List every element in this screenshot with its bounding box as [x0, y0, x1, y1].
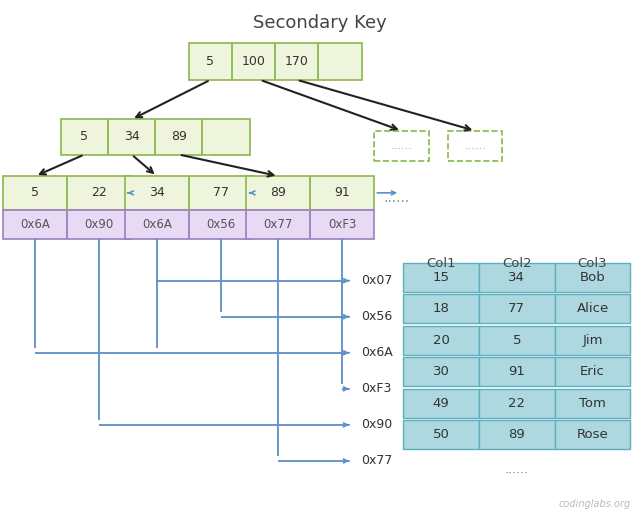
Text: Bob: Bob	[580, 271, 605, 284]
FancyBboxPatch shape	[246, 176, 374, 210]
Text: 30: 30	[433, 365, 449, 378]
FancyBboxPatch shape	[555, 263, 630, 291]
Text: ......: ......	[383, 191, 410, 205]
Text: 0x90: 0x90	[362, 418, 393, 432]
Text: 0xF3: 0xF3	[362, 382, 392, 396]
Text: Col1: Col1	[426, 257, 456, 270]
Text: 5: 5	[81, 130, 88, 144]
Text: 49: 49	[433, 397, 449, 409]
Text: Eric: Eric	[580, 365, 605, 378]
FancyBboxPatch shape	[479, 420, 555, 449]
FancyBboxPatch shape	[374, 131, 429, 161]
Text: 0x77: 0x77	[362, 454, 393, 468]
Text: 34: 34	[124, 130, 140, 144]
FancyBboxPatch shape	[403, 294, 479, 323]
Text: 50: 50	[433, 428, 449, 441]
Text: 22: 22	[92, 186, 107, 199]
Text: 34: 34	[149, 186, 164, 199]
FancyBboxPatch shape	[403, 420, 479, 449]
Text: ......: ......	[505, 463, 529, 476]
FancyBboxPatch shape	[555, 294, 630, 323]
Text: 89: 89	[508, 428, 525, 441]
FancyBboxPatch shape	[479, 357, 555, 386]
Text: 0x56: 0x56	[362, 310, 393, 323]
Text: Tom: Tom	[579, 397, 606, 409]
FancyBboxPatch shape	[403, 357, 479, 386]
Text: 5: 5	[206, 55, 214, 68]
FancyBboxPatch shape	[125, 176, 253, 210]
Text: 0x6A: 0x6A	[362, 346, 394, 359]
Text: Alice: Alice	[577, 302, 609, 315]
FancyBboxPatch shape	[125, 210, 253, 239]
FancyBboxPatch shape	[403, 325, 479, 355]
Text: ......: ......	[465, 141, 486, 151]
FancyBboxPatch shape	[555, 325, 630, 355]
Text: 0x07: 0x07	[362, 274, 393, 287]
Text: 15: 15	[433, 271, 449, 284]
Text: 5: 5	[31, 186, 39, 199]
Text: 18: 18	[433, 302, 449, 315]
Text: 77: 77	[212, 186, 229, 199]
FancyBboxPatch shape	[555, 357, 630, 386]
Text: 0x77: 0x77	[264, 218, 293, 231]
Text: 0x6A: 0x6A	[142, 218, 172, 231]
FancyBboxPatch shape	[555, 420, 630, 449]
Text: 91: 91	[335, 186, 350, 199]
FancyBboxPatch shape	[3, 176, 131, 210]
Text: 170: 170	[285, 55, 308, 68]
FancyBboxPatch shape	[3, 210, 131, 239]
Text: 91: 91	[508, 365, 525, 378]
FancyBboxPatch shape	[403, 389, 479, 418]
Text: 0x56: 0x56	[206, 218, 236, 231]
FancyBboxPatch shape	[403, 263, 479, 291]
Text: codinglabs.org: codinglabs.org	[558, 499, 630, 509]
Text: Jim: Jim	[582, 334, 603, 347]
Text: Secondary Key: Secondary Key	[253, 14, 387, 32]
FancyBboxPatch shape	[479, 325, 555, 355]
Text: 100: 100	[242, 55, 266, 68]
Text: 0xF3: 0xF3	[328, 218, 356, 231]
Text: 89: 89	[271, 186, 286, 199]
FancyBboxPatch shape	[61, 119, 250, 154]
Text: 89: 89	[171, 130, 187, 144]
FancyBboxPatch shape	[479, 294, 555, 323]
Text: Rose: Rose	[577, 428, 609, 441]
Text: 0x6A: 0x6A	[20, 218, 50, 231]
FancyBboxPatch shape	[189, 43, 362, 80]
FancyBboxPatch shape	[246, 210, 374, 239]
Text: 0x90: 0x90	[84, 218, 114, 231]
FancyBboxPatch shape	[479, 263, 555, 291]
FancyBboxPatch shape	[479, 389, 555, 418]
Text: 20: 20	[433, 334, 449, 347]
Text: 22: 22	[508, 397, 525, 409]
Text: 5: 5	[513, 334, 521, 347]
Text: 34: 34	[508, 271, 525, 284]
Text: Col2: Col2	[502, 257, 532, 270]
Text: ......: ......	[391, 141, 412, 151]
Text: Col3: Col3	[578, 257, 607, 270]
Text: 77: 77	[508, 302, 525, 315]
FancyBboxPatch shape	[448, 131, 502, 161]
FancyBboxPatch shape	[555, 389, 630, 418]
